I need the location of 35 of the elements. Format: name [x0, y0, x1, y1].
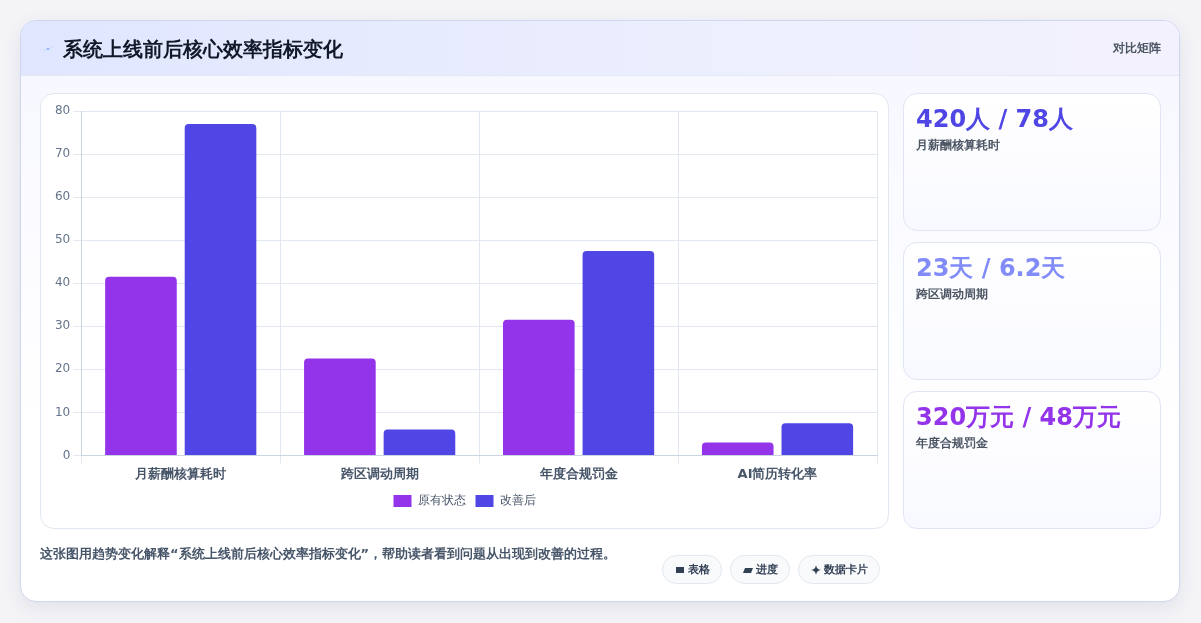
legend-label: 原有状态 [417, 493, 466, 508]
y-tick-label: 40 [54, 275, 71, 290]
text: 对比矩阵 [1113, 40, 1161, 56]
bar [781, 423, 854, 455]
y-tick-label: 80 [54, 103, 71, 118]
bar [304, 358, 376, 455]
y-tick-label: 30 [54, 318, 71, 333]
text: 数据卡片 [824, 562, 868, 577]
text: 这张图用趋势变化解释“系统上线前后核心效率指标变化”，帮助读者看到问题从出现到改善的过程。 [40, 545, 618, 563]
bar [184, 124, 257, 455]
chart-title: 系统上线前后核心效率指标变化 [63, 36, 343, 63]
category-label: 月薪酬核算耗时 [916, 137, 1000, 153]
x-tick-label: 跨区调动周期 [339, 465, 419, 481]
text: 420人 / 78人 [916, 105, 1073, 133]
bar [701, 442, 774, 455]
text: 23天 / 6.2天 [916, 254, 1066, 282]
y-tick-label: 20 [54, 361, 71, 376]
bar [503, 319, 575, 455]
bar [383, 429, 456, 455]
y-tick-label: 60 [54, 189, 71, 204]
legend-label: 改善后 [499, 493, 536, 508]
category-label: 跨区调动周期 [916, 286, 988, 302]
text: 表格 [688, 562, 710, 577]
y-tick-label: 70 [54, 146, 71, 161]
text: 320万元 / 48万元 [916, 403, 1121, 431]
category-label: 年度合规罚金 [916, 435, 988, 451]
text: 进度 [756, 562, 778, 577]
x-tick-label: 月薪酬核算耗时 [134, 465, 227, 481]
bar [582, 251, 655, 455]
y-tick-label: 50 [54, 232, 71, 247]
x-tick-label: AI简历转化率 [737, 465, 818, 481]
y-tick-label: 0 [62, 447, 71, 462]
y-tick-label: 10 [54, 404, 71, 419]
x-tick-label: 年度合规罚金 [538, 465, 619, 481]
bar [105, 276, 177, 455]
